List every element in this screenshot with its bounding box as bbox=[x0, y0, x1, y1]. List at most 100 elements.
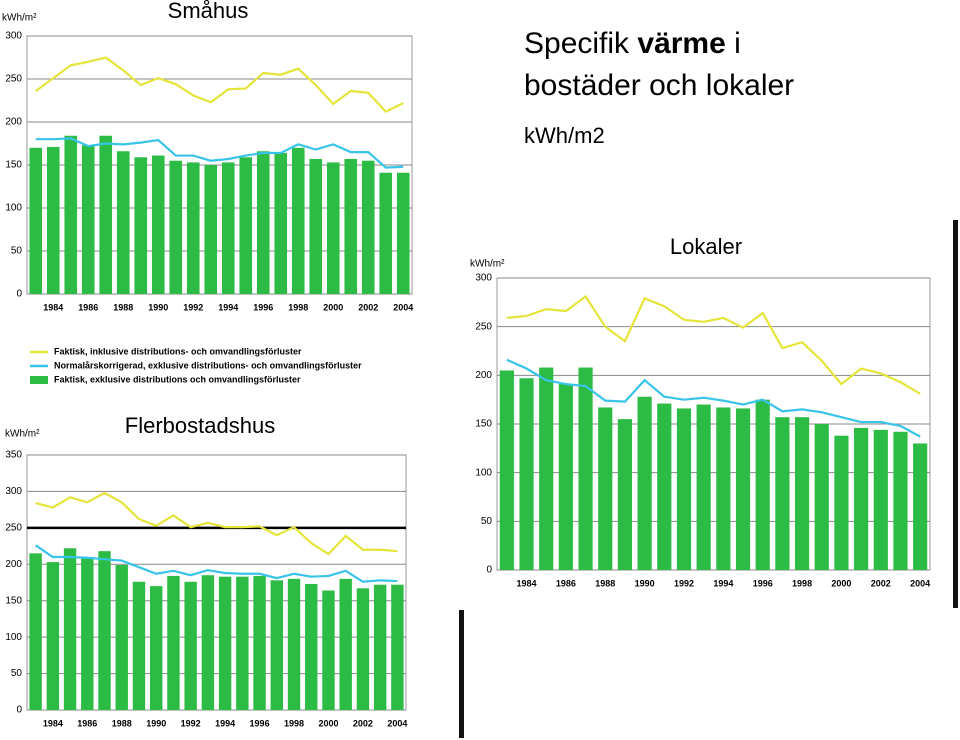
bar bbox=[81, 557, 94, 710]
legend-swatch bbox=[30, 376, 48, 384]
line bbox=[35, 137, 404, 169]
bar bbox=[716, 407, 731, 570]
heading-unit: kWh/m2 bbox=[524, 123, 605, 148]
bar bbox=[116, 151, 130, 294]
x-tick-label: 2002 bbox=[353, 718, 373, 728]
y-tick-label: 100 bbox=[5, 203, 22, 214]
y-tick-label: 200 bbox=[475, 370, 492, 381]
bar bbox=[63, 548, 77, 710]
bar bbox=[617, 419, 633, 570]
x-tick-label: 1988 bbox=[112, 718, 132, 728]
y-tick-label: 150 bbox=[5, 595, 22, 606]
bar bbox=[322, 590, 335, 710]
bar bbox=[396, 172, 410, 294]
bar bbox=[184, 581, 197, 710]
bar bbox=[356, 588, 370, 710]
heading-text: i bbox=[726, 27, 741, 60]
bar bbox=[373, 584, 387, 710]
heading-line2: bostäder och lokaler bbox=[524, 69, 794, 102]
bar bbox=[167, 575, 180, 710]
divider bbox=[459, 610, 464, 738]
x-tick-label: 1994 bbox=[218, 302, 238, 312]
bar bbox=[519, 378, 534, 570]
y-unit: kWh/m² bbox=[2, 13, 37, 24]
bar bbox=[499, 370, 514, 570]
x-tick-label: 1996 bbox=[253, 302, 273, 312]
bar bbox=[239, 157, 253, 294]
bar bbox=[735, 408, 751, 570]
x-tick-label: 1990 bbox=[148, 302, 168, 312]
y-tick-label: 250 bbox=[5, 74, 22, 85]
bar bbox=[256, 151, 270, 294]
x-tick-label: 1984 bbox=[517, 578, 537, 588]
bar bbox=[344, 158, 358, 294]
bar bbox=[873, 429, 888, 570]
bar bbox=[186, 162, 200, 294]
x-tick-label: 1986 bbox=[77, 718, 97, 728]
bar bbox=[913, 443, 928, 570]
x-tick-label: 1994 bbox=[713, 578, 733, 588]
bar bbox=[657, 403, 672, 570]
bar bbox=[854, 427, 869, 570]
x-tick-label: 2000 bbox=[323, 302, 343, 312]
bar bbox=[274, 152, 288, 294]
line bbox=[35, 56, 404, 114]
heading-bold: värme bbox=[637, 27, 725, 60]
bar bbox=[98, 551, 111, 710]
y-tick-label: 300 bbox=[5, 31, 22, 42]
line bbox=[506, 294, 921, 395]
line bbox=[506, 358, 921, 438]
bar bbox=[204, 165, 218, 294]
bar bbox=[115, 565, 128, 710]
x-tick-label: 2004 bbox=[387, 718, 407, 728]
bar bbox=[834, 435, 849, 570]
x-tick-label: 2000 bbox=[318, 718, 338, 728]
bar bbox=[696, 404, 711, 570]
bar bbox=[218, 576, 232, 710]
x-tick-label: 2000 bbox=[831, 578, 851, 588]
y-tick-label: 250 bbox=[5, 522, 22, 533]
x-tick-label: 2002 bbox=[871, 578, 891, 588]
x-tick-label: 1998 bbox=[792, 578, 812, 588]
y-tick-label: 300 bbox=[475, 273, 492, 284]
bar bbox=[676, 408, 692, 570]
x-tick-label: 2004 bbox=[910, 578, 930, 588]
y-unit: kWh/m² bbox=[470, 259, 505, 270]
x-tick-label: 1996 bbox=[250, 718, 270, 728]
bar bbox=[309, 158, 323, 294]
x-tick-label: 1996 bbox=[753, 578, 773, 588]
bar bbox=[236, 576, 249, 710]
bar bbox=[46, 146, 60, 294]
bar bbox=[99, 135, 113, 294]
bar bbox=[339, 578, 352, 710]
legend-label: Faktisk, inklusive distributions- och om… bbox=[54, 346, 302, 356]
x-tick-label: 1988 bbox=[113, 302, 133, 312]
x-tick-label: 1986 bbox=[556, 578, 576, 588]
bar bbox=[558, 384, 573, 570]
y-tick-label: 0 bbox=[486, 565, 492, 576]
bar bbox=[169, 160, 183, 294]
chart-title: Småhus bbox=[168, 0, 249, 23]
bar bbox=[539, 367, 554, 570]
bar bbox=[64, 135, 78, 294]
x-tick-label: 1992 bbox=[183, 302, 203, 312]
bar bbox=[326, 162, 340, 294]
x-tick-label: 1992 bbox=[674, 578, 694, 588]
bar bbox=[305, 583, 318, 710]
bar bbox=[775, 417, 790, 570]
bar bbox=[755, 399, 770, 570]
bar bbox=[151, 155, 165, 294]
y-tick-label: 100 bbox=[475, 467, 492, 478]
x-tick-label: 1990 bbox=[146, 718, 166, 728]
bar bbox=[29, 553, 42, 710]
y-tick-label: 150 bbox=[475, 419, 492, 430]
y-tick-label: 100 bbox=[5, 632, 22, 643]
bar bbox=[578, 367, 593, 570]
x-tick-label: 1984 bbox=[43, 302, 63, 312]
bar bbox=[132, 581, 146, 710]
x-tick-label: 1994 bbox=[215, 718, 235, 728]
x-tick-label: 1998 bbox=[284, 718, 304, 728]
y-tick-label: 300 bbox=[5, 486, 22, 497]
y-tick-label: 50 bbox=[481, 516, 493, 527]
